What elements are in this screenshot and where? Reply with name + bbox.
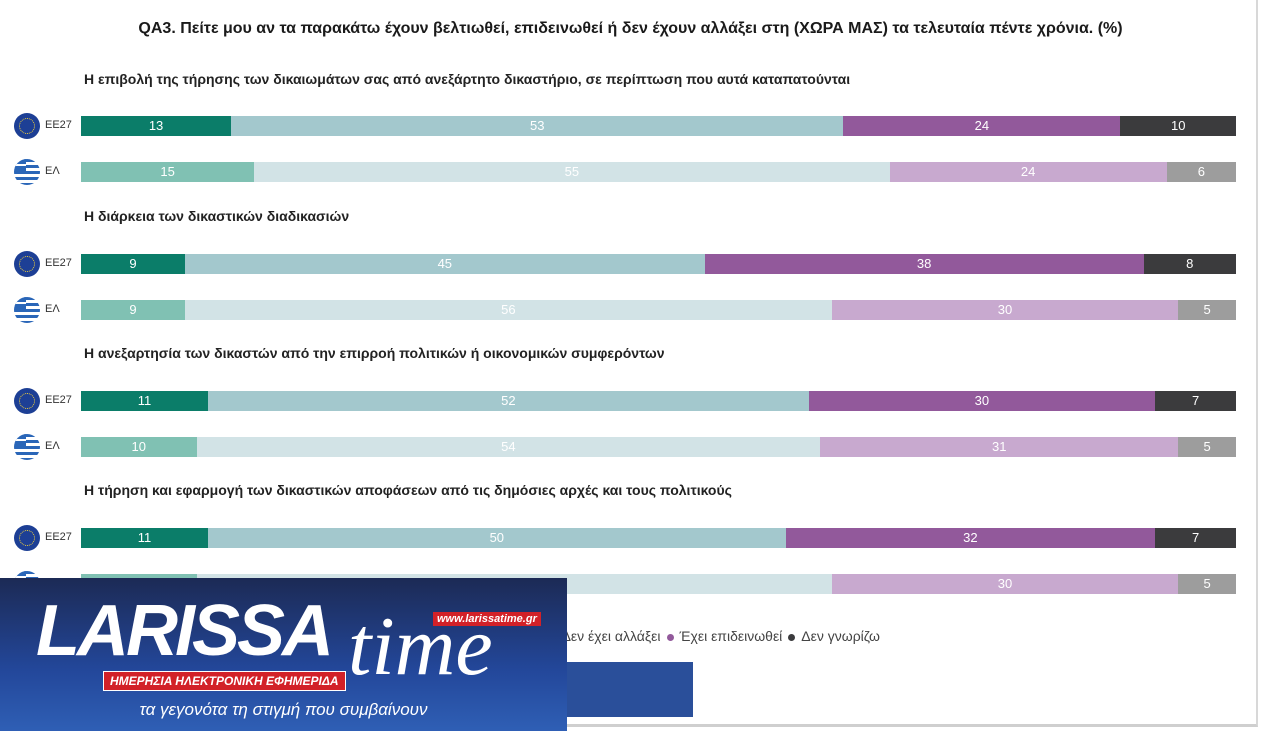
bar-row-ee27: ΕΕ27 11 52 30 7 xyxy=(0,388,1240,414)
stacked-bar: 10 54 31 5 xyxy=(81,437,1236,457)
bar-segment: 10 xyxy=(81,437,197,457)
bar-segment: 9 xyxy=(81,300,185,320)
country-label: ΕΕ27 xyxy=(45,119,72,131)
bar-row-ee27: ΕΕ27 11 50 32 7 xyxy=(0,525,1240,551)
bar-segment: 45 xyxy=(184,254,705,274)
bar-segment: 13 xyxy=(81,116,232,136)
stacked-bar: 9 45 38 8 xyxy=(81,254,1236,274)
bar-segment: 31 xyxy=(820,437,1179,457)
bar-segment: 5 xyxy=(1178,300,1236,320)
country-label: ΕΕ27 xyxy=(45,257,72,269)
bar-segment: 30 xyxy=(831,300,1179,320)
country-label: ΕΕ27 xyxy=(45,394,72,406)
legend-item: Έχει επιδεινωθεί xyxy=(666,628,783,644)
legend-item: Δεν γνωρίζω xyxy=(788,628,880,644)
stacked-bar: 11 52 30 7 xyxy=(81,391,1236,411)
eu-flag-icon xyxy=(14,525,40,551)
question-title: Η επιβολή της τήρησης των δικαιωμάτων σα… xyxy=(84,71,851,87)
bar-segment: 11 xyxy=(81,391,209,411)
question-title: Η διάρκεια των δικαστικών διαδικασιών xyxy=(84,208,350,224)
blue-banner xyxy=(565,662,693,717)
bar-segment: 6 xyxy=(1166,162,1236,182)
stacked-bar: 13 53 24 10 xyxy=(81,116,1236,136)
country-label: ΕΛ xyxy=(45,165,60,177)
bar-segment: 52 xyxy=(208,391,809,411)
bar-segment: 5 xyxy=(1178,437,1236,457)
legend-label: Δεν γνωρίζω xyxy=(801,628,880,644)
legend-dot-icon xyxy=(788,633,796,641)
bar-segment: 54 xyxy=(196,437,821,457)
country-label: ΕΛ xyxy=(45,440,60,452)
bar-segment: 38 xyxy=(704,254,1144,274)
bar-row-el: ΕΛ 10 54 31 5 xyxy=(0,434,1240,460)
stacked-bar: 9 56 30 5 xyxy=(81,300,1236,320)
greece-flag-icon xyxy=(14,434,40,460)
bar-row-ee27: ΕΕ27 13 53 24 10 xyxy=(0,113,1240,139)
bar-segment: 11 xyxy=(81,528,209,548)
bar-segment: 9 xyxy=(81,254,185,274)
eu-flag-icon xyxy=(14,388,40,414)
bar-segment: 55 xyxy=(254,162,890,182)
eu-flag-icon xyxy=(14,251,40,277)
bar-row-el: ΕΛ 9 56 30 5 xyxy=(0,297,1240,323)
bar-segment: 8 xyxy=(1143,254,1236,274)
bar-segment: 24 xyxy=(843,116,1121,136)
logo-url[interactable]: www.larissatime.gr xyxy=(433,612,541,626)
bar-row-ee27: ΕΕ27 9 45 38 8 xyxy=(0,251,1240,277)
bar-segment: 56 xyxy=(184,300,832,320)
bar-segment: 53 xyxy=(231,116,844,136)
larissatime-logo[interactable]: LARISSA time www.larissatime.gr ΗΜΕΡΗΣΙΑ… xyxy=(0,578,567,731)
stacked-bar: 11 50 32 7 xyxy=(81,528,1236,548)
question-title: Η τήρηση και εφαρμογή των δικαστικών απο… xyxy=(84,482,732,498)
legend-label: Έχει επιδεινωθεί xyxy=(679,628,783,644)
question-title: Η ανεξαρτησία των δικαστών από την επιρρ… xyxy=(84,345,665,361)
bar-segment: 30 xyxy=(831,574,1179,594)
country-label: ΕΛ xyxy=(45,303,60,315)
logo-larissa: LARISSA xyxy=(36,591,334,671)
logo-subtitle: ΗΜΕΡΗΣΙΑ ΗΛΕΚΤΡΟΝΙΚΗ ΕΦΗΜΕΡΙΔΑ xyxy=(103,671,346,691)
greece-flag-icon xyxy=(14,297,40,323)
eu-flag-icon xyxy=(14,113,40,139)
bar-segment: 7 xyxy=(1155,528,1236,548)
legend-dot-icon xyxy=(666,633,674,641)
bar-segment: 15 xyxy=(81,162,255,182)
bar-segment: 7 xyxy=(1155,391,1236,411)
chart-title: QA3. Πείτε μου αν τα παρακάτω έχουν βελτ… xyxy=(138,20,1123,37)
bar-segment: 30 xyxy=(808,391,1156,411)
legend-label: Δεν έχει αλλάξει xyxy=(561,628,661,644)
bar-segment: 24 xyxy=(889,162,1167,182)
bar-segment: 5 xyxy=(1178,574,1236,594)
greece-flag-icon xyxy=(14,159,40,185)
bar-segment: 10 xyxy=(1120,116,1236,136)
logo-tagline: τα γεγονότα τη στιγμή που συμβαίνουν xyxy=(139,700,428,719)
country-label: ΕΕ27 xyxy=(45,531,72,543)
bar-segment: 32 xyxy=(785,528,1156,548)
stacked-bar: 15 55 24 6 xyxy=(81,162,1236,182)
bar-segment: 50 xyxy=(208,528,786,548)
bar-row-el: ΕΛ 15 55 24 6 xyxy=(0,159,1240,185)
